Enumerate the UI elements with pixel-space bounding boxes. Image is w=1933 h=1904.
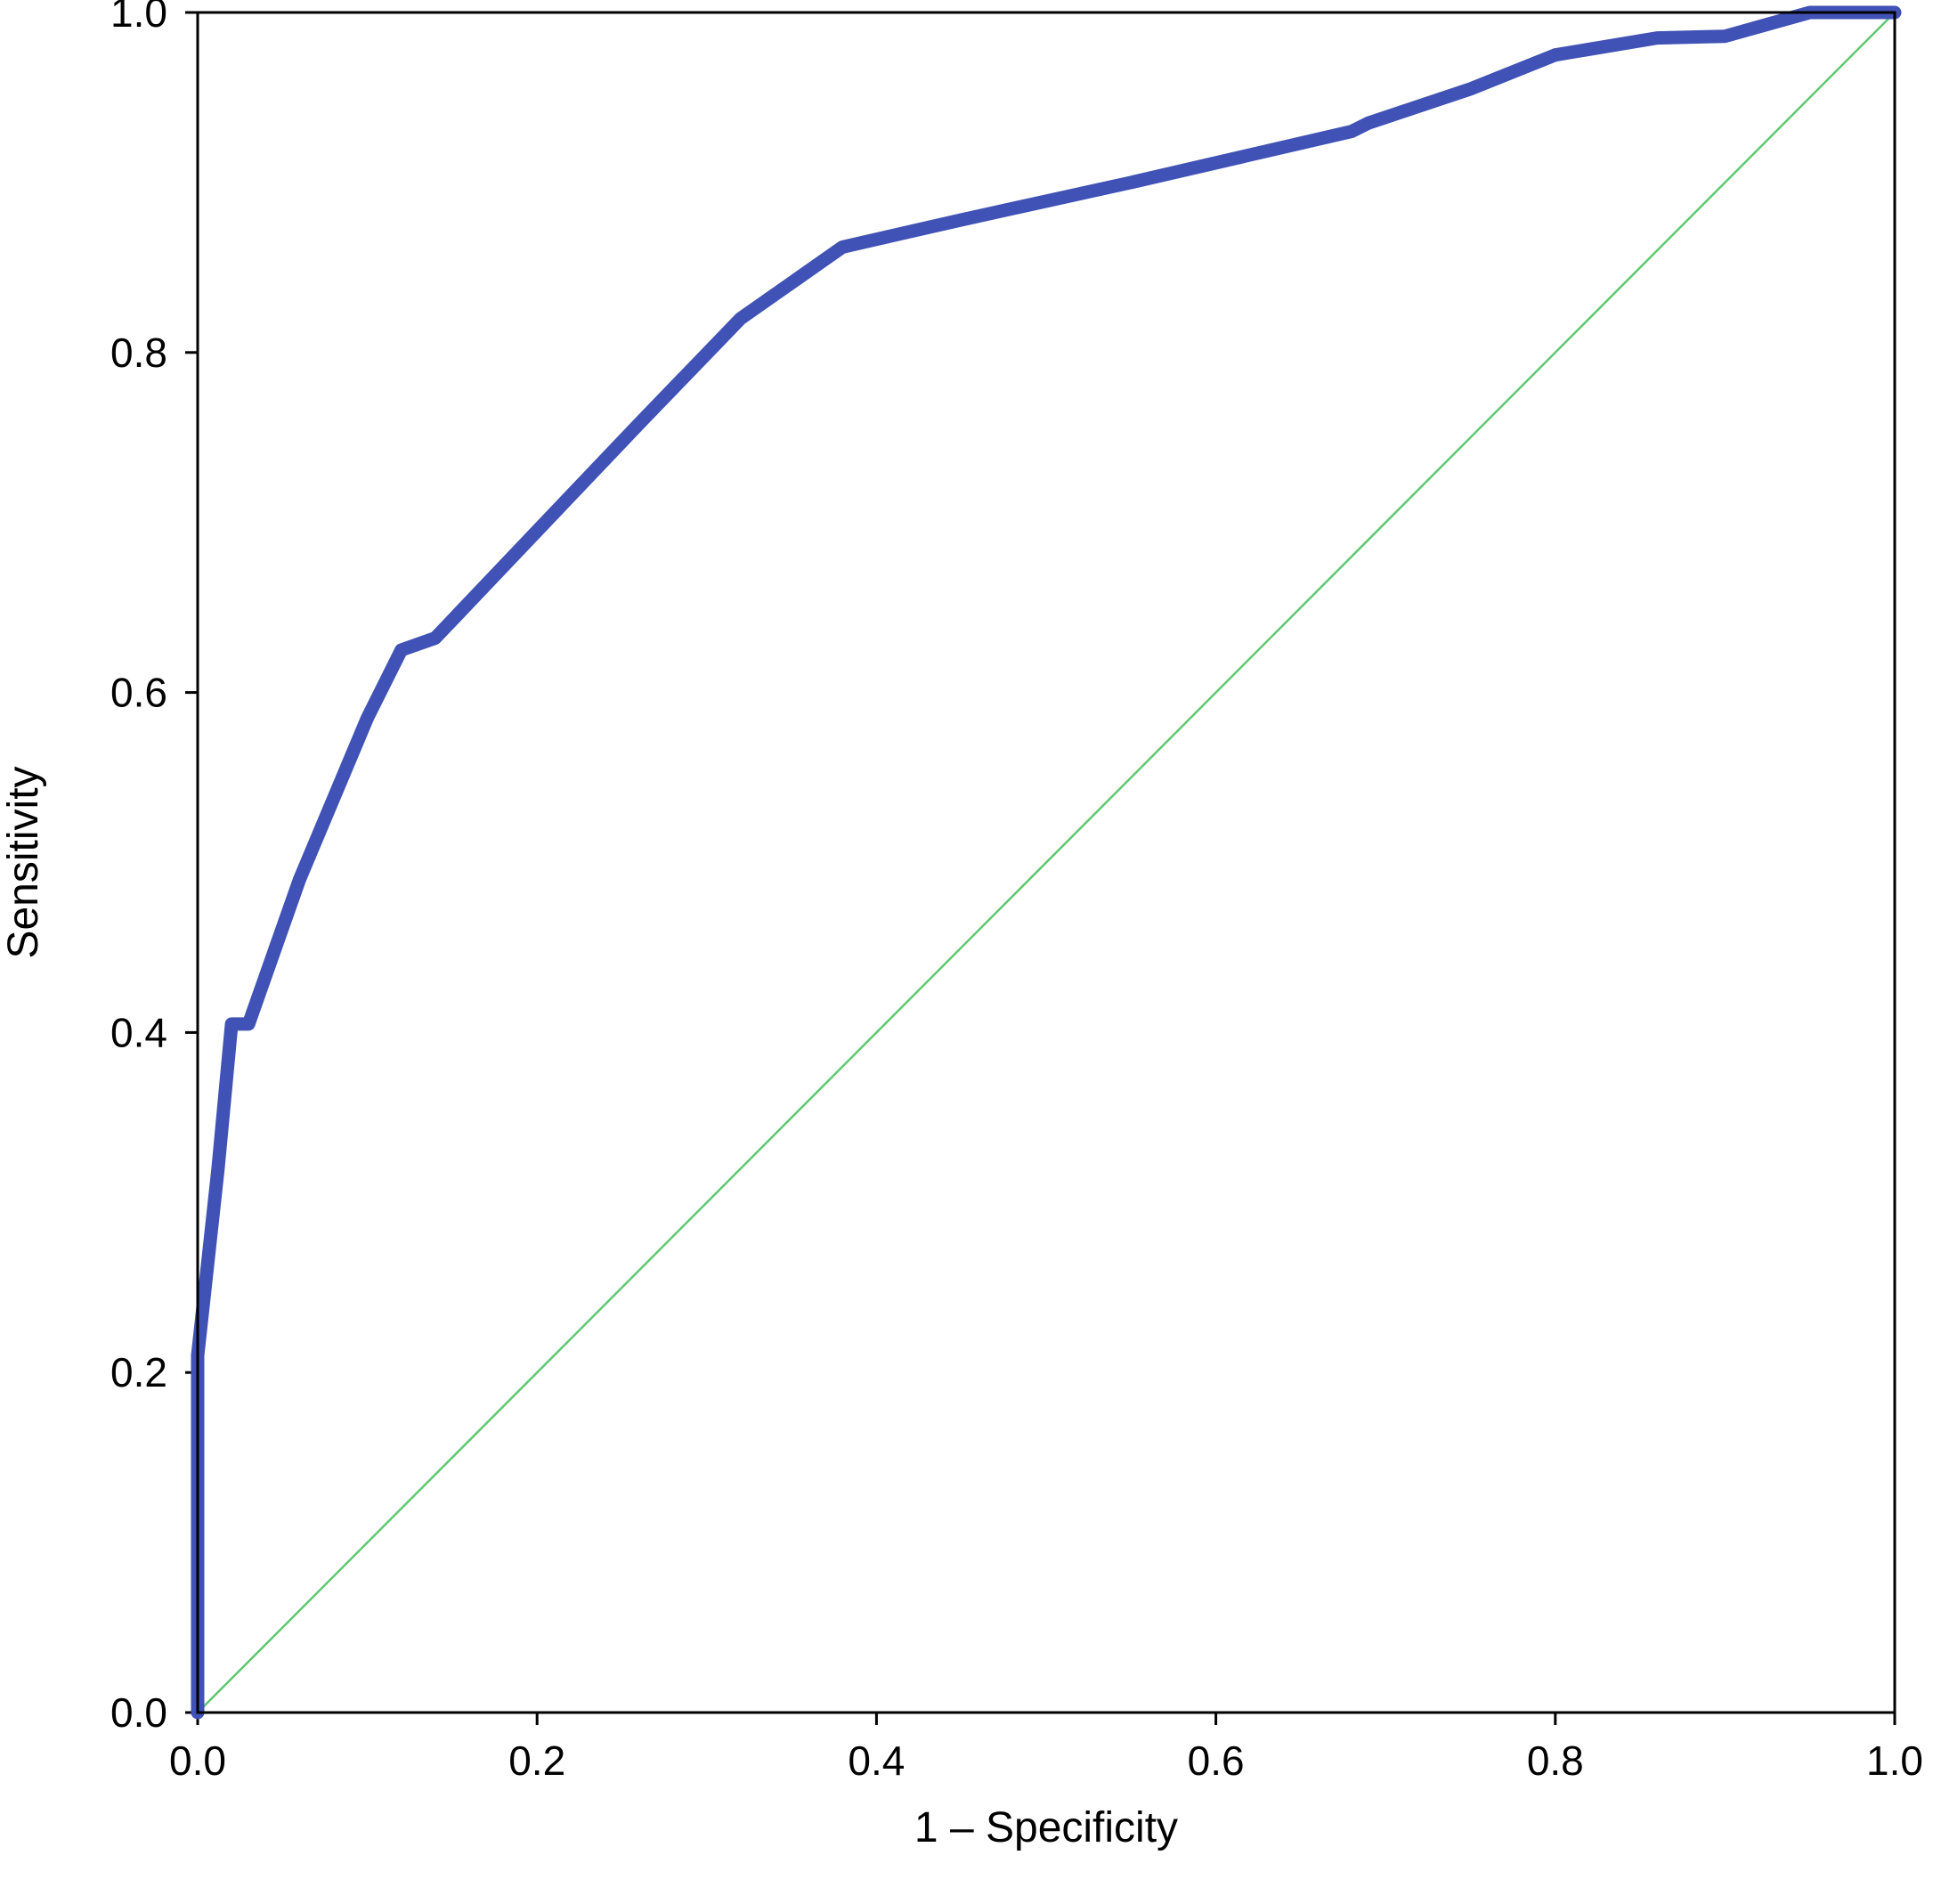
reference-diagonal-line [196, 11, 1896, 1714]
y-tick-label-5: 1.0 [110, 0, 167, 36]
x-tick-label-0: 0.0 [169, 1737, 226, 1784]
y-tick-label-2: 0.4 [110, 1009, 167, 1055]
roc-curve-line [191, 5, 1902, 1720]
y-tick-label-1: 0.2 [110, 1349, 167, 1395]
axis-ticks [185, 11, 1896, 1725]
plot-frame [196, 11, 1896, 1714]
x-tick-label-2: 0.4 [848, 1737, 905, 1784]
y-tick-label-3: 0.6 [110, 670, 167, 716]
y-axis-title: Sensitivity [0, 766, 47, 958]
y-tick-label-0: 0.0 [110, 1689, 167, 1736]
x-tick-label-4: 0.8 [1527, 1737, 1584, 1784]
series-layer [191, 5, 1902, 1720]
x-tick-label-5: 1.0 [1866, 1737, 1923, 1784]
y-tick-label-4: 0.8 [110, 330, 167, 376]
x-tick-label-1: 0.2 [508, 1737, 565, 1784]
x-tick-label-3: 0.6 [1188, 1737, 1245, 1784]
x-axis-title: 1 – Specificity [914, 1804, 1178, 1851]
tick-labels: 0.0 0.2 0.4 0.6 0.8 1.0 0.0 0.2 0.4 0.6 0.8 1.0 [110, 0, 1923, 1784]
